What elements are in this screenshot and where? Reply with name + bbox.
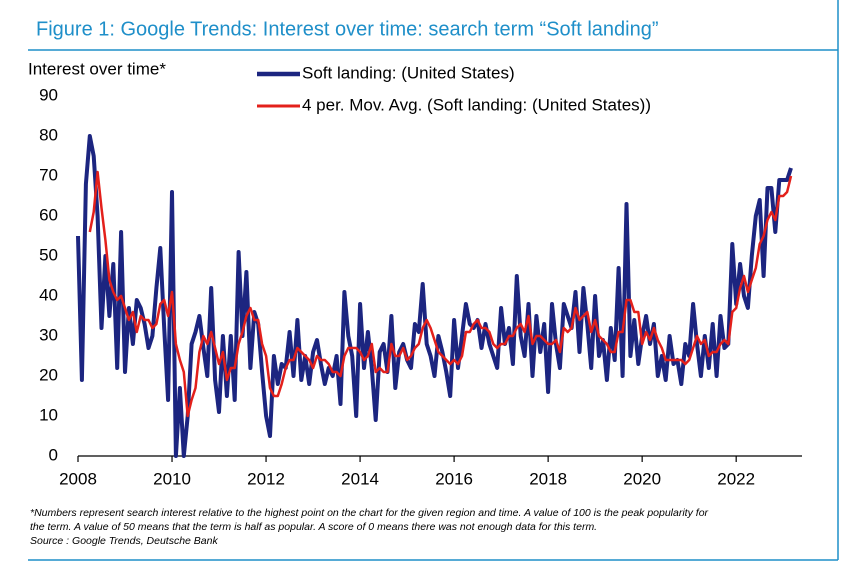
source: Source : Google Trends, Deutsche Bank bbox=[30, 535, 218, 547]
series-line bbox=[88, 170, 793, 418]
series-line bbox=[76, 134, 793, 458]
y-tick-label: 30 bbox=[39, 325, 58, 344]
y-tick-label: 10 bbox=[39, 405, 58, 424]
x-tick-label: 2010 bbox=[153, 469, 191, 488]
y-tick-label: 0 bbox=[49, 445, 58, 464]
footnote: the term. A value of 50 means that the t… bbox=[30, 521, 597, 533]
x-tick-label: 2022 bbox=[717, 469, 755, 488]
footnote: *Numbers represent search interest relat… bbox=[30, 507, 709, 519]
y-tick-label: 40 bbox=[39, 285, 58, 304]
x-tick-label: 2008 bbox=[59, 469, 97, 488]
y-tick-label: 80 bbox=[39, 125, 58, 144]
y-tick-label: 50 bbox=[39, 245, 58, 264]
x-tick-label: 2018 bbox=[529, 469, 567, 488]
y-axis-label: Interest over time* bbox=[28, 59, 166, 78]
y-tick-label: 60 bbox=[39, 205, 58, 224]
legend-label: 4 per. Mov. Avg. (Soft landing: (United … bbox=[302, 95, 651, 114]
x-tick-label: 2020 bbox=[623, 469, 661, 488]
chart-title: Figure 1: Google Trends: Interest over t… bbox=[36, 18, 659, 40]
x-tick-label: 2014 bbox=[341, 469, 379, 488]
y-tick-label: 70 bbox=[39, 165, 58, 184]
legend-label: Soft landing: (United States) bbox=[302, 63, 515, 82]
y-tick-label: 90 bbox=[39, 85, 58, 104]
x-tick-label: 2016 bbox=[435, 469, 473, 488]
x-tick-label: 2012 bbox=[247, 469, 285, 488]
y-tick-label: 20 bbox=[39, 365, 58, 384]
